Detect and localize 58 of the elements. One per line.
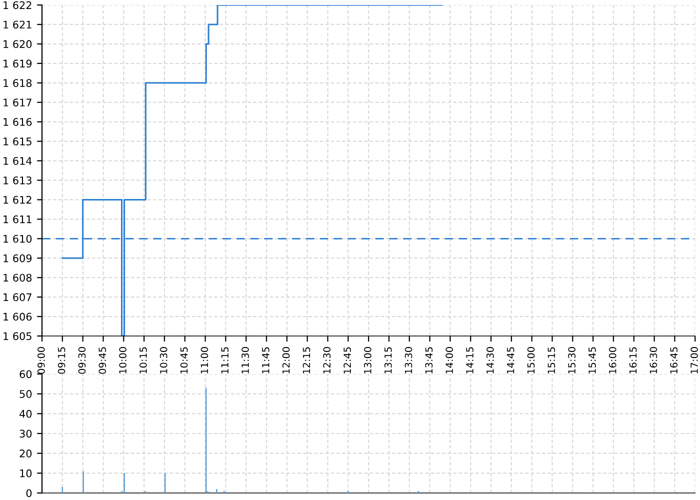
- x-tick-label: 12:00: [282, 347, 290, 374]
- y-tick-label: 1 621: [4, 20, 32, 29]
- x-tick-label: 13:00: [364, 347, 372, 374]
- x-tick-label: 11:00: [200, 347, 208, 374]
- x-tick-label: 11:15: [221, 347, 229, 374]
- x-tick-label: 10:45: [180, 347, 188, 374]
- x-tick-label: 16:15: [629, 347, 637, 374]
- y-tick-label: 1 614: [4, 156, 32, 165]
- y-tick-label: 1 619: [4, 60, 32, 68]
- x-tick-label: 09:45: [98, 347, 106, 374]
- y-tick-label: 1 622: [4, 1, 32, 10]
- y-tick-label: 50: [20, 390, 32, 398]
- x-tick-label: 10:30: [160, 347, 168, 374]
- y-tick-label: 1 613: [4, 176, 32, 184]
- x-tick-label: 15:15: [548, 347, 556, 374]
- y-tick-label: 1 609: [4, 254, 32, 262]
- x-tick-label: 13:45: [425, 347, 433, 374]
- y-tick-label: 1 618: [4, 79, 32, 87]
- y-tick-label: 40: [20, 410, 32, 418]
- y-tick-label: 1 611: [4, 215, 32, 224]
- x-tick-label: 11:45: [262, 347, 270, 374]
- y-tick-label: 1 608: [4, 274, 32, 282]
- x-tick-label: 13:15: [384, 347, 392, 374]
- x-tick-label: 09:15: [58, 347, 66, 374]
- y-tick-label: 1 617: [4, 98, 32, 106]
- y-tick-label: 1 607: [4, 293, 32, 302]
- y-tick-label: 1 616: [4, 118, 32, 126]
- x-tick-label: 09:30: [78, 347, 86, 374]
- x-tick-label: 16:00: [608, 347, 616, 374]
- x-tick-label: 14:00: [446, 347, 454, 374]
- x-tick-label: 14:15: [466, 347, 474, 374]
- y-tick-label: 0: [26, 489, 32, 498]
- x-tick-label: 16:45: [670, 347, 678, 374]
- y-tick-label: 30: [20, 430, 32, 438]
- x-tick-label: 15:45: [588, 347, 596, 374]
- x-tick-label: 13:30: [404, 347, 412, 374]
- y-tick-label: 1 615: [4, 138, 32, 146]
- x-tick-label: 09:00: [37, 347, 45, 374]
- y-tick-label: 10: [20, 469, 32, 478]
- x-tick-label: 12:30: [323, 347, 331, 374]
- y-tick-label: 1 612: [4, 196, 32, 204]
- x-tick-label: 10:00: [119, 347, 126, 374]
- x-tick-label: 12:45: [344, 347, 351, 374]
- x-tick-label: 14:30: [486, 347, 494, 374]
- y-tick-label: 20: [20, 450, 32, 458]
- x-tick-label: 11:30: [242, 347, 249, 374]
- x-tick-label: 14:45: [507, 347, 514, 374]
- x-tick-label: 16:30: [650, 347, 658, 374]
- y-tick-label: 1 620: [4, 40, 32, 48]
- x-tick-label: 15:30: [568, 347, 576, 374]
- x-tick-label: 12:15: [302, 347, 310, 374]
- x-tick-label: 15:00: [527, 347, 535, 374]
- x-tick-label: 17:00: [690, 347, 698, 374]
- x-tick-label: 10:15: [140, 347, 147, 374]
- y-tick-label: 60: [20, 370, 32, 378]
- y-tick-label: 1 610: [4, 234, 32, 243]
- y-tick-label: 1 606: [4, 312, 32, 321]
- y-tick-label: 1 605: [4, 332, 32, 340]
